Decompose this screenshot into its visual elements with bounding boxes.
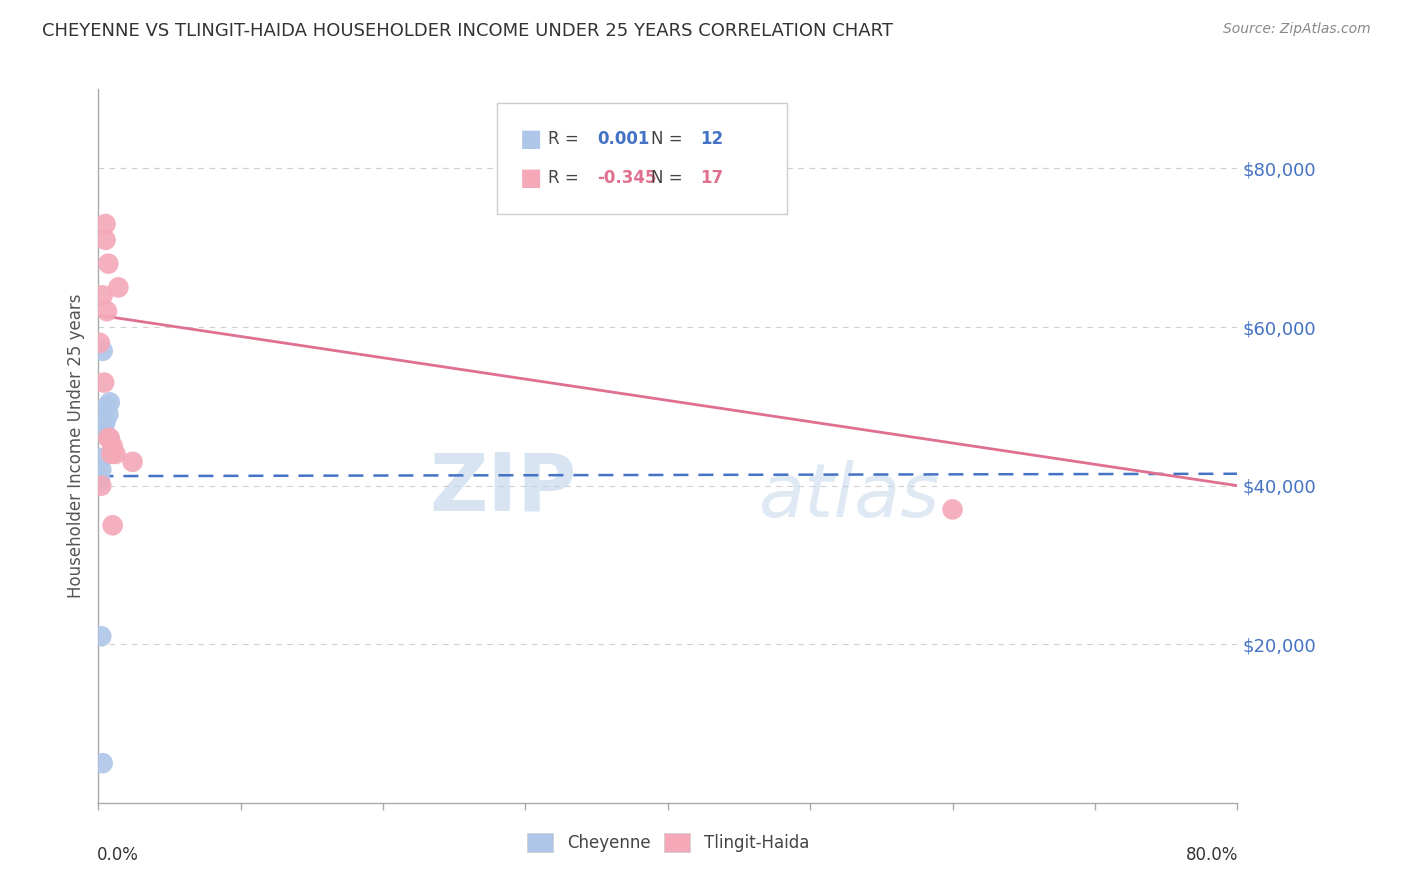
Point <box>94 217 117 231</box>
Point <box>90 629 112 643</box>
Text: 12: 12 <box>700 130 723 148</box>
Point <box>104 447 127 461</box>
Point <box>91 343 114 358</box>
Point <box>94 233 117 247</box>
Text: N =: N = <box>651 130 688 148</box>
Text: R =: R = <box>548 169 585 187</box>
Text: N =: N = <box>651 169 688 187</box>
Point <box>90 478 112 492</box>
Point <box>91 756 114 771</box>
Text: Source: ZipAtlas.com: Source: ZipAtlas.com <box>1223 22 1371 37</box>
Point <box>121 455 143 469</box>
Text: atlas: atlas <box>759 460 941 532</box>
Text: -0.345: -0.345 <box>598 169 657 187</box>
Point <box>94 415 117 429</box>
Point <box>91 288 114 302</box>
Point <box>89 335 111 350</box>
Point <box>97 257 120 271</box>
Text: ■: ■ <box>520 167 543 190</box>
Text: 0.001: 0.001 <box>598 130 650 148</box>
Point <box>101 439 124 453</box>
FancyBboxPatch shape <box>498 103 787 214</box>
Point <box>96 400 118 414</box>
Point <box>98 431 121 445</box>
Point <box>101 518 124 533</box>
Point <box>97 431 120 445</box>
Point <box>90 450 112 465</box>
Point <box>89 471 111 485</box>
Text: 80.0%: 80.0% <box>1187 846 1239 863</box>
Point <box>107 280 129 294</box>
Point <box>96 304 118 318</box>
Point <box>93 423 115 437</box>
Text: 0.0%: 0.0% <box>97 846 139 863</box>
Text: ZIP: ZIP <box>429 450 576 528</box>
Legend: Cheyenne, Tlingit-Haida: Cheyenne, Tlingit-Haida <box>520 827 815 859</box>
Text: ■: ■ <box>520 128 543 151</box>
Point <box>942 502 965 516</box>
Point <box>97 407 120 421</box>
Point <box>90 463 112 477</box>
Text: CHEYENNE VS TLINGIT-HAIDA HOUSEHOLDER INCOME UNDER 25 YEARS CORRELATION CHART: CHEYENNE VS TLINGIT-HAIDA HOUSEHOLDER IN… <box>42 22 893 40</box>
Point <box>98 395 121 409</box>
Y-axis label: Householder Income Under 25 years: Householder Income Under 25 years <box>66 293 84 599</box>
Point <box>100 447 122 461</box>
Point <box>93 376 115 390</box>
Point <box>89 475 111 489</box>
Text: R =: R = <box>548 130 585 148</box>
Text: 17: 17 <box>700 169 723 187</box>
